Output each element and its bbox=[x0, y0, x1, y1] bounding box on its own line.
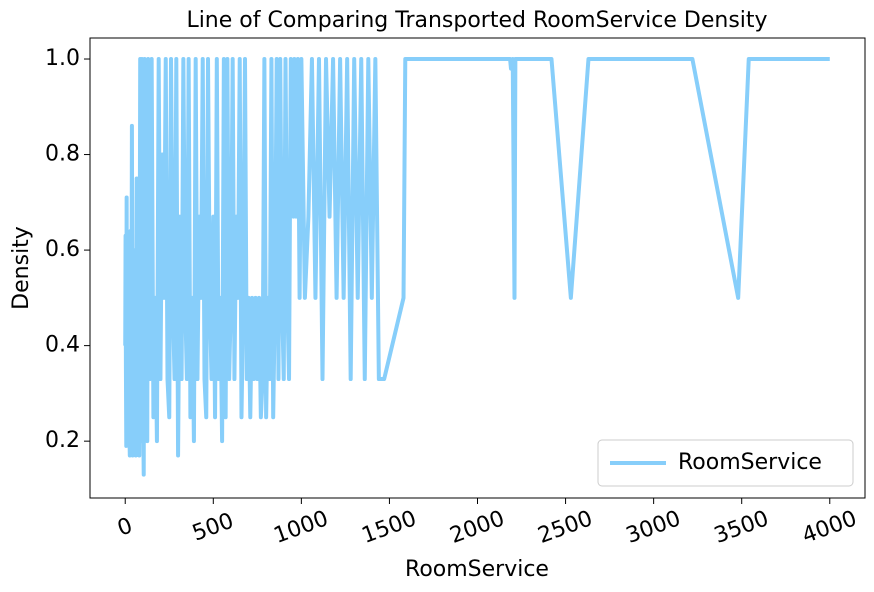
x-tick-label: 4000 bbox=[799, 506, 860, 549]
y-tick-label: 0.4 bbox=[45, 333, 80, 358]
chart-title: Line of Comparing Transported RoomServic… bbox=[186, 8, 767, 33]
y-axis-label: Density bbox=[9, 226, 34, 310]
y-tick-label: 1.0 bbox=[45, 46, 80, 71]
legend-label: RoomService bbox=[678, 450, 822, 475]
x-tick-label: 500 bbox=[189, 509, 237, 547]
x-tick-label: 1000 bbox=[271, 506, 332, 549]
x-tick-label: 1500 bbox=[359, 506, 420, 549]
x-tick-label: 0 bbox=[114, 513, 136, 541]
legend-box bbox=[597, 439, 854, 487]
plot-frame bbox=[89, 37, 866, 499]
x-tick-label: 2500 bbox=[535, 506, 596, 549]
legend: RoomService bbox=[597, 439, 854, 487]
x-tick-label: 2000 bbox=[447, 506, 508, 549]
y-tick-label: 0.8 bbox=[45, 142, 80, 167]
data-line bbox=[123, 57, 830, 477]
x-axis-label: RoomService bbox=[405, 557, 549, 582]
y-tick-label: 0.2 bbox=[45, 428, 80, 453]
x-tick-label: 3000 bbox=[623, 506, 684, 549]
x-tick-label: 3500 bbox=[711, 506, 772, 549]
y-tick-label: 0.6 bbox=[45, 237, 80, 262]
